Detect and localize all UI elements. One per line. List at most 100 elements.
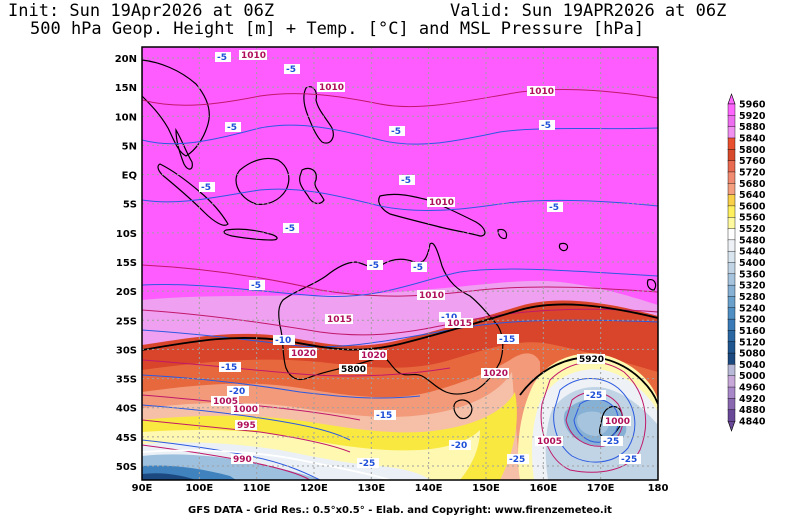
isotherm-label-bg [497, 334, 519, 344]
latitude-tick-label: 35S [116, 375, 137, 386]
sumatra-coast [157, 163, 229, 226]
isotherm-label: -25 [509, 455, 525, 465]
isotherm-label-bg [225, 122, 241, 132]
longitude-tick-label: 160E [529, 483, 557, 494]
colorbar-segment [727, 341, 736, 354]
height-contour-label: 5920 [579, 355, 604, 365]
isotherm-label-bg [357, 458, 379, 468]
isotherm-label-bg [584, 390, 606, 400]
isotherm-label-bg [449, 440, 471, 450]
pacific-island-coast [646, 279, 657, 291]
colorbar-segment [727, 284, 736, 298]
isotherm-label: -15 [221, 363, 237, 373]
colorbar-segment [727, 386, 736, 400]
colorbar-segment [727, 364, 736, 377]
colorbar-segment [727, 194, 736, 207]
isotherm-label: -25 [603, 437, 619, 447]
height-label-bg [577, 354, 605, 364]
isotherm-label: -25 [586, 391, 602, 401]
colorbar-segment [727, 183, 736, 196]
latitude-tick-label: 20S [116, 287, 137, 298]
colorbar-label: 4840 [739, 417, 766, 428]
latitude-tick-label: 45S [116, 433, 137, 444]
isotherm-label: -5 [285, 224, 295, 234]
colorbar-label: 5040 [739, 360, 766, 371]
longitude-tick-label: 110E [243, 483, 271, 494]
longitude-tick-label: 120E [300, 483, 328, 494]
isobar-label-bg [211, 396, 239, 406]
colorbar-label: 4920 [739, 394, 766, 405]
isobar-label-bg [231, 404, 259, 414]
isobar-label-bg [535, 436, 563, 446]
isobar-label-bg [235, 420, 257, 430]
latitude-tick-label: 30S [116, 345, 137, 356]
isobar-label-bg [481, 368, 509, 378]
isobar-label-bg [527, 86, 555, 96]
isotherm-label-bg [273, 335, 295, 345]
colorbar-label: 5840 [739, 133, 766, 144]
isotherm-label-bg [439, 312, 461, 322]
colorbar-label: 5000 [739, 371, 766, 382]
sulawesi-coast [299, 167, 325, 205]
isobar-label: 1000 [605, 417, 630, 427]
isobar-label: 1010 [529, 87, 554, 97]
colorbar-label: 5360 [739, 269, 766, 280]
isotherm-label: -5 [541, 121, 551, 131]
isotherm-label-bg [374, 410, 396, 420]
tasmania-coast [453, 399, 473, 420]
isotherm-label: -5 [391, 127, 401, 137]
isotherm-label: -5 [369, 261, 379, 271]
height-field-5200 [142, 473, 196, 480]
latitude-tick-label: 40S [116, 404, 137, 415]
isobar-label: 1020 [483, 369, 508, 379]
isotherm-label: -10 [275, 336, 291, 346]
colorbar-segment [727, 205, 736, 218]
isotherm-label: -5 [251, 281, 261, 291]
isotherm-label: -15 [376, 411, 392, 421]
isobar-label-bg [325, 314, 353, 324]
init-time: Init: Sun 19Apr2026 at 06Z [8, 1, 275, 21]
borneo-coast [235, 157, 290, 205]
colorbar-label: 4880 [739, 405, 766, 416]
isotherm-label: -25 [621, 455, 637, 465]
valid-time: Valid: Sun 19APR2026 at 06Z [450, 1, 727, 21]
colorbar-label: 5400 [739, 258, 766, 269]
colorbar-segment [727, 250, 736, 264]
colorbar-label: 5200 [739, 315, 766, 326]
isotherm-label-bg [199, 182, 215, 192]
longitude-tick-label: 130E [357, 483, 385, 494]
longitude-tick-label: 170E [587, 483, 615, 494]
isotherm-label: -25 [359, 459, 375, 469]
colorbar-segment [727, 398, 736, 411]
isobar-label: 1020 [361, 351, 386, 361]
isotherm-label-bg [389, 126, 405, 136]
map-field [142, 47, 658, 480]
latitude-ticks: 20N 15N 10N 5N EQ 5S 10S 15S 20S 25S 30S 35S 40S 45S 5… [115, 54, 137, 473]
colorbar-label: 5240 [739, 303, 766, 314]
isobar-label: 1010 [419, 291, 444, 301]
colorbar-label: 5120 [739, 337, 766, 348]
colorbar-segment [727, 318, 736, 332]
latitude-tick-label: 20N [115, 54, 137, 65]
latitude-tick-label: 25S [116, 316, 137, 327]
isobar-label-bg [417, 290, 445, 300]
isotherm-label-bg [547, 202, 563, 212]
colorbar-segment [727, 330, 736, 343]
philippines-coast [303, 86, 334, 144]
colorbar-segment [727, 273, 736, 286]
colorbar-segment [727, 171, 736, 184]
longitude-tick-label: 90E [132, 483, 153, 494]
isotherm-label: -5 [227, 123, 237, 133]
isotherm-label: -5 [549, 203, 559, 213]
latitude-tick-label: 5N [122, 141, 137, 152]
isobar-label: 1015 [447, 319, 472, 329]
colorbar-label: 5480 [739, 235, 766, 246]
colorbar-label: 5720 [739, 167, 766, 178]
isobar-label-bg [359, 350, 387, 360]
colorbar-label: 5960 [739, 100, 766, 111]
isobar-label-bg [239, 50, 267, 60]
isobar-label: 1010 [241, 51, 266, 61]
isobar-label: 990 [233, 455, 252, 465]
isotherm-label-bg [215, 52, 231, 62]
isotherm-label-bg [507, 454, 529, 464]
